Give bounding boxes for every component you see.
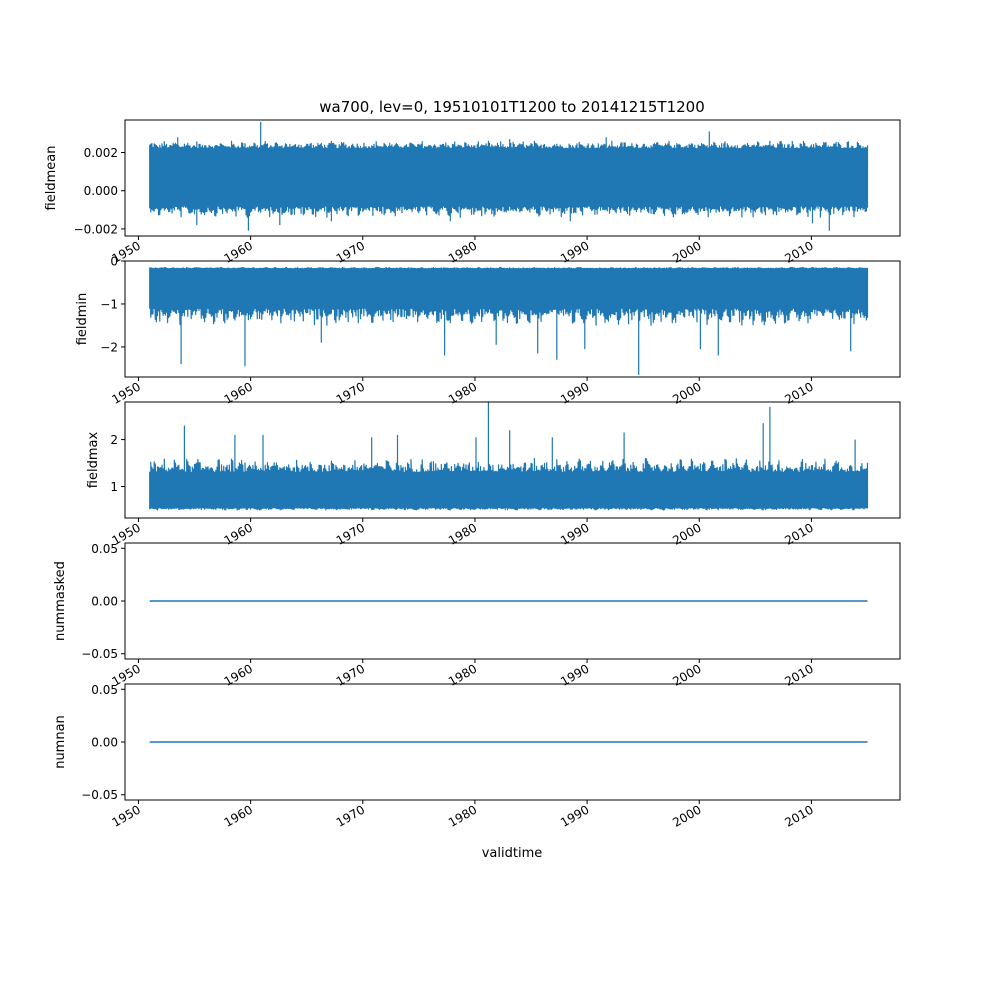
x-tick-label: 2000 [670, 379, 703, 406]
x-tick-label: 2010 [782, 238, 815, 265]
x-tick-label: 2000 [670, 661, 703, 688]
y-tick-label: 0.00 [91, 736, 118, 750]
x-tick-label: 1950 [110, 379, 143, 406]
x-tick-label: 1980 [446, 520, 479, 547]
x-tick-label: 1980 [446, 661, 479, 688]
x-axis-label: validtime [482, 846, 543, 861]
x-tick-label: 2000 [670, 802, 703, 829]
chart-title: wa700, lev=0, 19510101T1200 to 20141215T… [319, 98, 705, 116]
axes-frame [124, 401, 901, 519]
series-line-fieldmin [149, 266, 869, 375]
x-tick-label: 1990 [558, 379, 591, 406]
y-tick-label: −1 [100, 297, 118, 311]
y-axis-label-fieldmax: fieldmax [86, 432, 101, 489]
subplot-fieldmin: 0 −1 −2 1950 1960 1970 1980 1990 2000 2010 fieldmi… [75, 255, 901, 407]
x-tick-label: 1970 [334, 802, 367, 829]
x-tick-label: 1960 [222, 238, 255, 265]
x-tick-label: 2010 [782, 520, 815, 547]
axes-frame [124, 119, 901, 237]
x-tick-label: 2000 [670, 520, 703, 547]
x-tick-label: 1960 [222, 802, 255, 829]
x-tick-label: 1980 [446, 238, 479, 265]
x-tick-label: 1970 [334, 238, 367, 265]
x-tick-label: 1990 [558, 238, 591, 265]
y-tick-label: 0.00 [91, 595, 118, 609]
x-tick-label: 1970 [334, 661, 367, 688]
x-tick-label: 2010 [782, 802, 815, 829]
x-tick-label: 1990 [558, 520, 591, 547]
x-tick-label: 1970 [334, 520, 367, 547]
x-tick-label: 1990 [558, 661, 591, 688]
x-tick-label: 2010 [782, 379, 815, 406]
x-tick-label: 1990 [558, 802, 591, 829]
x-tick-label: 1960 [222, 661, 255, 688]
y-tick-label: 0 [110, 255, 118, 269]
x-tick-label: 1980 [446, 802, 479, 829]
x-tick-label: 1960 [222, 379, 255, 406]
y-tick-label: 0.05 [91, 683, 118, 697]
y-axis-label-numnan: numnan [53, 715, 68, 769]
y-axis-label-fieldmin: fieldmin [75, 293, 90, 346]
y-tick-label: −2 [100, 340, 118, 354]
y-tick-label: 1 [110, 480, 118, 494]
series-line-fieldmax [149, 402, 869, 511]
y-tick-label: 2 [110, 433, 118, 447]
x-tick-label: 1980 [446, 379, 479, 406]
y-tick-label: −0.05 [81, 788, 118, 802]
y-axis-label-nummasked: nummasked [53, 561, 68, 641]
y-tick-label: 0.05 [91, 542, 118, 556]
x-tick-label: 1970 [334, 379, 367, 406]
x-tick-label: 1950 [110, 802, 143, 829]
y-tick-label: −0.002 [74, 222, 118, 236]
x-tick-label: 2000 [670, 238, 703, 265]
x-tick-label: 2010 [782, 661, 815, 688]
series-line-fieldmean [149, 121, 869, 231]
y-tick-label: −0.05 [81, 647, 118, 661]
x-tick-label: 1960 [222, 520, 255, 547]
y-axis-label-fieldmean: fieldmean [44, 146, 59, 211]
y-tick-label: 0.000 [84, 184, 118, 198]
y-tick-label: 0.002 [84, 146, 118, 160]
axes-frame [124, 260, 901, 378]
